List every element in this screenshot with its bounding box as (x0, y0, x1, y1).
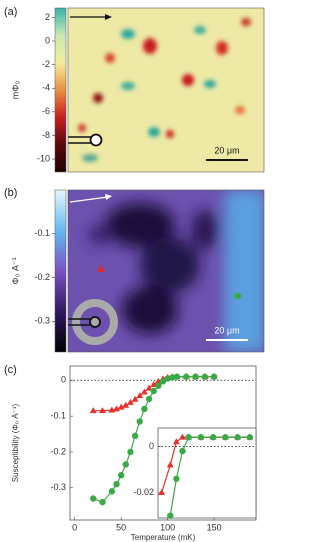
marker (145, 395, 153, 403)
x-tick-label: 0 (72, 522, 77, 532)
colorbar-tick-label: -8 (42, 130, 50, 140)
colorbar-tick-label: 2 (45, 12, 50, 22)
colorbar-tick-label: -0.1 (34, 228, 50, 238)
marker (246, 434, 254, 441)
colorbar (54, 189, 67, 353)
x-tick-label: 50 (116, 522, 126, 532)
y-tick-label: -0.1 (50, 411, 66, 421)
marker (166, 461, 174, 468)
marker (185, 434, 192, 441)
marker (141, 405, 148, 413)
panel-label: (a) (4, 6, 17, 18)
marker (141, 388, 148, 395)
panel-label: (c) (4, 364, 17, 376)
marker (108, 488, 116, 495)
marker (179, 447, 186, 455)
y-tick-label: 0 (61, 375, 66, 385)
scan-image-a (68, 8, 264, 172)
y-axis-label: Susceptibility (Φ₀ A⁻¹) (11, 403, 20, 482)
marker (127, 398, 134, 405)
marker (210, 373, 218, 380)
x-tick-label: 150 (207, 522, 222, 532)
colorbar (54, 7, 67, 173)
marker (89, 407, 97, 414)
marker (159, 378, 167, 385)
marker (131, 432, 139, 440)
marker (192, 373, 199, 380)
marker (173, 373, 181, 380)
marker (117, 472, 125, 479)
marker (201, 373, 209, 380)
y-tick-label: 0 (149, 441, 154, 451)
marker (99, 498, 106, 506)
marker (158, 489, 166, 496)
scale-bar-label: 20 μm (214, 145, 239, 155)
x-tick-label: 100 (160, 522, 175, 532)
marker (183, 373, 190, 380)
marker (113, 405, 120, 412)
figure: 2 0 -2 -4 -6 -8 -10 mΦ₀ (a) 20 μm -0.1 -0.2 -0.3 Φ₀ A… (4, 6, 265, 542)
marker (234, 434, 241, 441)
colorbar-tick-label: -4 (42, 83, 50, 93)
marker (113, 480, 120, 488)
marker (179, 433, 186, 440)
marker (122, 401, 130, 408)
marker (90, 495, 97, 502)
marker (172, 438, 180, 445)
marker (131, 395, 139, 402)
scan-image-b (68, 190, 264, 352)
marker (222, 434, 229, 441)
y-tick-label: -0.02 (133, 487, 154, 497)
marker (167, 512, 174, 519)
marker (155, 382, 162, 389)
marker (145, 384, 153, 391)
marker (127, 448, 134, 456)
x-axis-label: Temperature (mK) (131, 533, 196, 542)
colorbar-tick-label: -6 (42, 106, 50, 116)
colorbar-label: Φ₀ A⁻¹ (10, 257, 20, 284)
marker (136, 418, 143, 425)
marker (99, 407, 106, 414)
marker (209, 434, 217, 441)
colorbar-tick-label: -0.2 (34, 272, 50, 282)
y-tick-label: -0.2 (50, 446, 66, 456)
marker (150, 387, 157, 395)
marker (117, 403, 125, 410)
colorbar-tick-label: -2 (42, 59, 50, 69)
panel-label: (b) (4, 187, 17, 199)
colorbar-label: mΦ₀ (10, 81, 20, 100)
colorbar-tick-label: -0.3 (34, 316, 50, 326)
marker (197, 434, 205, 441)
scale-bar-label: 20 μm (214, 325, 239, 335)
marker (136, 392, 144, 399)
marker (122, 461, 129, 468)
colorbar-tick-label: -10 (37, 153, 50, 163)
marker (173, 475, 180, 482)
colorbar-tick-label: 0 (45, 35, 50, 45)
y-tick-label: -0.3 (50, 482, 66, 492)
